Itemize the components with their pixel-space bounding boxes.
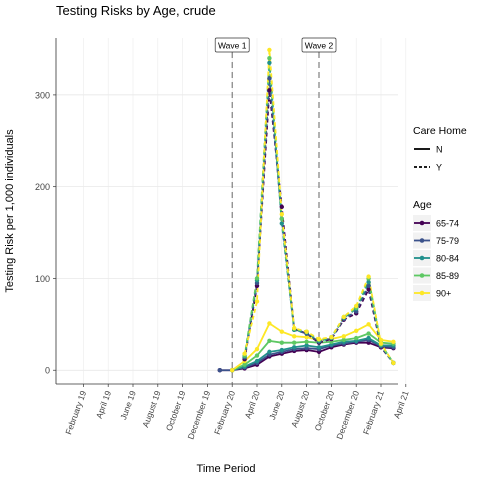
series-point xyxy=(304,334,309,340)
series-point xyxy=(279,216,284,222)
series-point xyxy=(267,349,272,355)
series-point xyxy=(267,321,272,326)
series-point xyxy=(279,204,284,210)
legend-label-age: 65-74 xyxy=(436,219,459,229)
series-point xyxy=(242,362,247,367)
series-point xyxy=(354,328,359,333)
series-point xyxy=(391,339,396,344)
legend-label-age: 90+ xyxy=(436,289,451,299)
series-point xyxy=(292,325,297,331)
series-point xyxy=(292,334,297,339)
series-point xyxy=(279,347,284,353)
legend-title-age: Age xyxy=(413,199,432,211)
series-point xyxy=(366,322,371,327)
x-tick-label: April 20 xyxy=(243,389,262,420)
x-tick-label: December 20 xyxy=(334,389,361,441)
series-point xyxy=(292,340,297,345)
legend-key-point xyxy=(419,255,425,261)
legend-key-point xyxy=(419,290,425,296)
series-point xyxy=(279,221,284,226)
series-line-85-89-N xyxy=(231,332,394,372)
series-point xyxy=(254,353,260,358)
series-point xyxy=(341,334,346,339)
legend-label-age: 85-89 xyxy=(436,271,459,281)
legend-title-care-home: Care Home xyxy=(413,125,467,137)
wave-annotations: Wave 1 Wave 2 xyxy=(214,37,337,53)
wave-label-box xyxy=(214,37,250,53)
chart-title: Testing Risks by Age, crude xyxy=(56,3,216,18)
series-point xyxy=(230,368,235,373)
series-point xyxy=(267,76,272,81)
series-point xyxy=(354,303,359,309)
y-axis-label: Testing Risk per 1,000 individuals xyxy=(4,129,16,293)
series-point xyxy=(316,345,322,350)
series-point xyxy=(254,358,260,364)
series-point xyxy=(329,334,334,340)
x-tick-label: August 20 xyxy=(289,389,312,429)
x-tick-label: February 20 xyxy=(212,389,237,436)
series-point xyxy=(254,299,260,304)
series-point xyxy=(267,88,272,93)
series-point xyxy=(378,337,384,343)
wave-label: Wave 1 xyxy=(218,41,247,51)
legend-key-point xyxy=(419,273,425,278)
series-point xyxy=(304,339,309,344)
series-point xyxy=(267,47,272,53)
x-tick-label: April 19 xyxy=(94,389,113,420)
x-tick-label: April 21 xyxy=(391,389,410,420)
wave-lines xyxy=(231,52,320,384)
series-point xyxy=(366,279,371,285)
x-tick-label: June 20 xyxy=(267,389,287,421)
x-tick-label: June 19 xyxy=(118,389,138,421)
legend-label-age: 75-79 xyxy=(436,236,459,246)
legend: Care Home NY Age 65-74 75-79 80-84 85-89 90+ xyxy=(413,125,467,301)
wave-label-box xyxy=(301,37,337,53)
x-tick-label: October 20 xyxy=(312,389,336,432)
series-points xyxy=(217,47,396,373)
series-point xyxy=(279,340,284,345)
x-tick-label: October 19 xyxy=(164,389,188,432)
series-point xyxy=(341,314,346,320)
series-point xyxy=(366,274,371,279)
series-point xyxy=(366,283,371,288)
series-point xyxy=(292,345,297,350)
y-tick-label: 300 xyxy=(35,90,50,100)
legend-key-point xyxy=(419,220,425,226)
series-point xyxy=(254,276,260,281)
series-point xyxy=(316,336,322,342)
legend-label-care-home: N xyxy=(436,145,443,155)
x-axis-label: Time Period xyxy=(197,463,256,475)
series-point xyxy=(354,335,359,341)
series-point xyxy=(378,341,384,346)
legend-key-point xyxy=(419,238,425,243)
y-tick-label: 200 xyxy=(35,182,50,192)
series-point xyxy=(366,331,371,336)
y-tick-label: 0 xyxy=(45,366,50,376)
series-point xyxy=(304,343,309,348)
series-point xyxy=(267,338,272,344)
series-point xyxy=(341,337,346,343)
y-tick-label: 100 xyxy=(35,274,50,284)
x-tick-label: August 19 xyxy=(140,389,163,429)
series-point xyxy=(242,351,247,356)
series-point xyxy=(217,368,222,373)
series-point xyxy=(304,329,309,334)
series-point xyxy=(279,212,284,217)
series-point xyxy=(254,346,260,352)
x-tick-label: December 19 xyxy=(185,389,212,441)
series-point xyxy=(366,287,371,292)
series-point xyxy=(366,335,371,341)
series-point xyxy=(267,60,272,65)
legend-label-age: 80-84 xyxy=(436,254,459,264)
series-point xyxy=(391,360,396,366)
wave-label: Wave 2 xyxy=(305,41,334,51)
series-point xyxy=(279,329,284,334)
x-tick-label: February 19 xyxy=(63,389,88,436)
legend-label-care-home: Y xyxy=(436,163,442,173)
series-point xyxy=(267,55,272,61)
x-tick-label: February 21 xyxy=(361,389,386,436)
